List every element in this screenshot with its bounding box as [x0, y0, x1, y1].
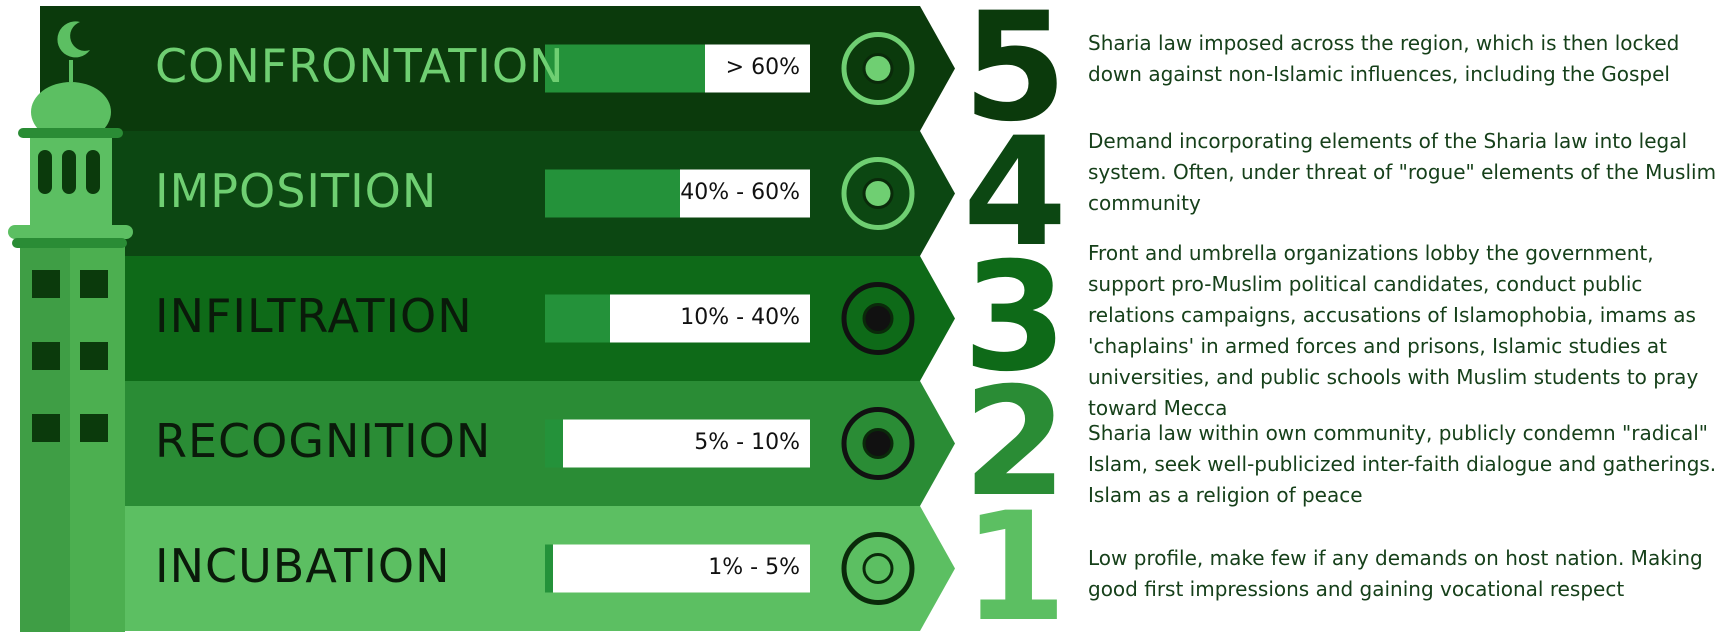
tower-window [80, 342, 108, 370]
tower-window [62, 150, 76, 194]
stage-range: 10% - 40% [560, 305, 800, 330]
stage-name: IMPOSITION [155, 164, 437, 218]
tower-window [32, 414, 60, 442]
stage-icon-dot [864, 430, 892, 458]
stage-number: 1 [960, 506, 1070, 631]
stage-name: CONFRONTATION [155, 39, 564, 93]
stage-description: Sharia law within own community, publicl… [1088, 418, 1718, 511]
stage-description: Low profile, make few if any demands on … [1088, 543, 1718, 605]
infographic: CONFRONTATION> 60%5Sharia law imposed ac… [0, 0, 1729, 635]
stage-description: Sharia law imposed across the region, wh… [1088, 28, 1718, 90]
stage-description: Front and umbrella organizations lobby t… [1088, 238, 1718, 424]
stage-range: 40% - 60% [560, 180, 800, 205]
stage-icon-dot [864, 55, 892, 83]
stage-name: RECOGNITION [155, 414, 491, 468]
tower-window [80, 270, 108, 298]
stage-range: > 60% [560, 55, 800, 80]
tower-window [32, 270, 60, 298]
stage-name: INFILTRATION [155, 289, 473, 343]
tower-window [38, 150, 52, 194]
stage-range: 5% - 10% [560, 430, 800, 455]
tower-ring [8, 225, 133, 239]
range-fill [545, 545, 553, 593]
tower-window [80, 414, 108, 442]
stage-icon-dot [864, 180, 892, 208]
tower-ring [12, 238, 127, 248]
tower-window [86, 150, 100, 194]
stage-icon-dot [864, 305, 892, 333]
stage-range: 1% - 5% [560, 555, 800, 580]
stage-name: INCUBATION [155, 539, 451, 593]
tower-ring [18, 128, 123, 138]
stage-description: Demand incorporating elements of the Sha… [1088, 126, 1718, 219]
tower-window [32, 342, 60, 370]
